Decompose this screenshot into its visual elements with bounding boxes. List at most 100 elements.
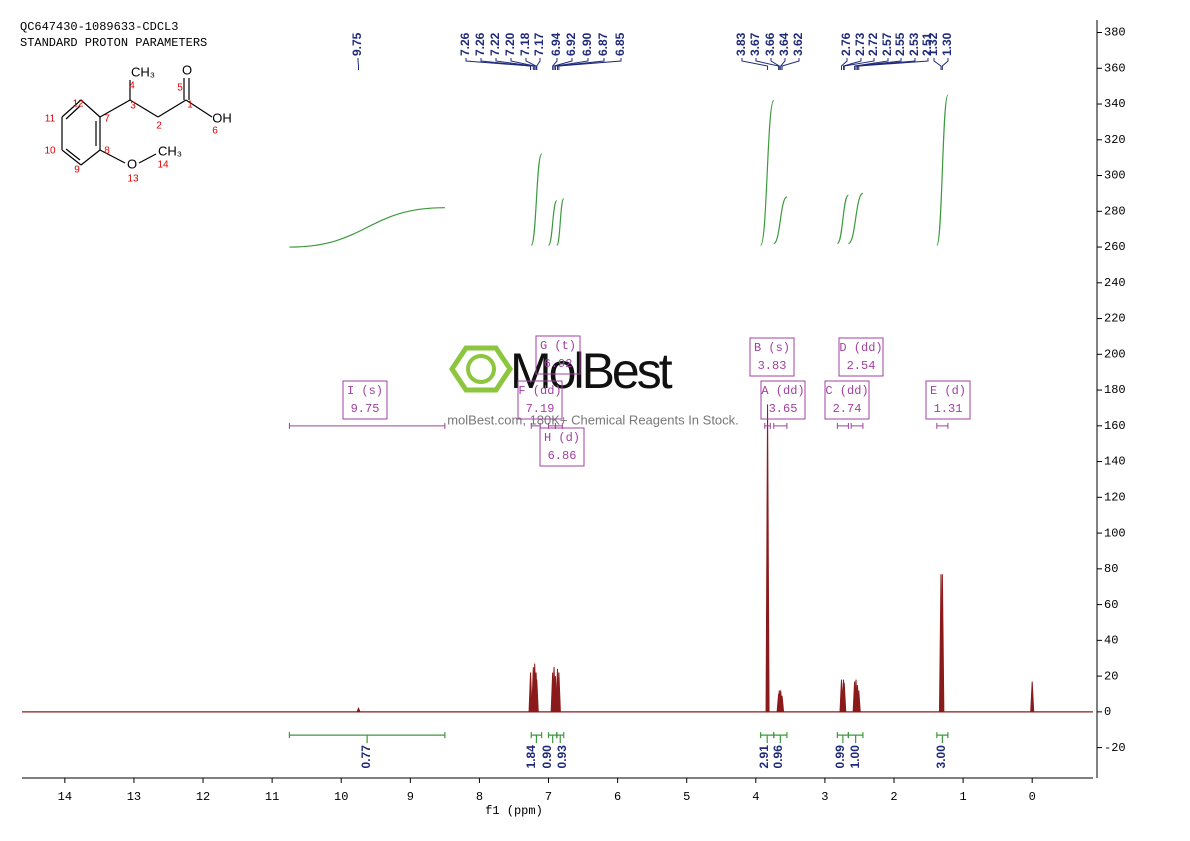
- peak-connector: [858, 58, 929, 70]
- peak: [856, 690, 861, 712]
- molecule: [61, 78, 213, 166]
- peak-label: 7.26: [458, 32, 472, 56]
- atom-label: 10: [44, 146, 56, 157]
- peak-connector: [840, 58, 848, 70]
- peak-label: 7.26: [473, 32, 487, 56]
- integral-label: 0.96: [771, 745, 785, 769]
- bond: [61, 149, 82, 166]
- peak-label: 7.22: [488, 32, 502, 56]
- peak-connector: [941, 58, 949, 70]
- peak-connector: [933, 58, 942, 70]
- peak-label: 7.18: [518, 32, 532, 56]
- peak-connector: [495, 58, 534, 70]
- integral-curve: [836, 194, 849, 245]
- peak-connector: [558, 58, 622, 70]
- bond: [65, 148, 81, 161]
- integral-bracket: [288, 732, 446, 744]
- multiplet-box: [749, 337, 795, 377]
- peak-label: 7.17: [532, 32, 546, 56]
- peak-connector: [480, 58, 532, 70]
- x-axis-label: f1 (ppm): [485, 804, 543, 818]
- peak-label: 2.57: [880, 32, 894, 56]
- y-tick-label: 220: [1104, 312, 1126, 326]
- peak-connector: [781, 58, 800, 70]
- integral-label: 0.99: [833, 745, 847, 769]
- watermark-logo: MolBest: [510, 343, 673, 399]
- integral-label: 0.77: [359, 745, 373, 769]
- multiplet-bracket: [836, 422, 849, 429]
- multiplet-label: F (dd): [518, 384, 561, 398]
- peak-connector: [755, 58, 780, 70]
- peak-connector: [770, 58, 780, 70]
- x-tick-label: 14: [58, 790, 72, 804]
- peak-label: 9.75: [350, 32, 364, 56]
- atom-label: 3: [130, 101, 136, 112]
- integral-label: 0.90: [540, 745, 554, 769]
- x-tick-label: 11: [265, 790, 279, 804]
- atom-label: 14: [157, 160, 169, 171]
- y-tick-label: 20: [1104, 669, 1118, 683]
- bond: [80, 149, 101, 166]
- multiplet-box: [838, 337, 884, 377]
- peak-label: 2.76: [839, 32, 853, 56]
- y-tick-label: 320: [1104, 133, 1126, 147]
- atom-label: 5: [177, 83, 183, 94]
- peak: [765, 404, 770, 712]
- bond: [61, 99, 82, 118]
- bond: [65, 105, 81, 120]
- peak-connector: [554, 58, 589, 70]
- x-tick-label: 4: [752, 790, 759, 804]
- peak-connector: [741, 58, 769, 70]
- atom-label: 6: [212, 126, 218, 137]
- x-tick-label: 5: [683, 790, 690, 804]
- atom-label: 2: [156, 121, 162, 132]
- peak-connector: [557, 58, 605, 70]
- peak: [940, 574, 945, 712]
- peak-connector: [552, 58, 558, 70]
- multiplet-box: [342, 380, 388, 420]
- integral-label: 0.93: [555, 745, 569, 769]
- peak-label: 3.62: [791, 32, 805, 56]
- y-tick-label: 120: [1104, 490, 1126, 504]
- atom-label: 12: [72, 99, 84, 110]
- integral-curve: [530, 153, 543, 246]
- logo-hexagon: [448, 345, 514, 393]
- x-tick-label: 9: [407, 790, 414, 804]
- x-tick-label: 8: [476, 790, 483, 804]
- peak-label: 6.92: [564, 32, 578, 56]
- peak-label: 3.83: [734, 32, 748, 56]
- y-tick-label: 40: [1104, 634, 1118, 648]
- multiplet-box: [517, 380, 563, 420]
- peak-connector: [357, 58, 360, 70]
- y-tick-label: 340: [1104, 97, 1126, 111]
- peak-label: 2.72: [866, 32, 880, 56]
- watermark: MolBest molBest.com, 180K+ Chemical Reag…: [447, 343, 739, 427]
- multiplet-value: 2.74: [833, 402, 862, 416]
- x-tick-label: 6: [614, 790, 621, 804]
- multiplet-bracket: [764, 422, 771, 429]
- x-tick-label: 13: [127, 790, 141, 804]
- peak-connector: [780, 58, 786, 70]
- y-tick-label: 360: [1104, 61, 1126, 75]
- multiplet-box: [824, 380, 870, 420]
- y-tick-label: 100: [1104, 526, 1126, 540]
- chart-subtitle: STANDARD PROTON PARAMETERS: [20, 36, 207, 50]
- x-tick-label: 1: [959, 790, 966, 804]
- peak-label: 2.51: [920, 32, 934, 56]
- x-tick-label: 2: [890, 790, 897, 804]
- atom-label: 13: [127, 174, 139, 185]
- multiplet-label: G (t): [540, 339, 576, 353]
- atom-label: O: [182, 62, 192, 77]
- peak-label: 3.67: [748, 32, 762, 56]
- bond: [99, 149, 126, 164]
- y-tick-label: 300: [1104, 169, 1126, 183]
- peak: [556, 672, 561, 712]
- y-tick-label: 240: [1104, 276, 1126, 290]
- multiplet-value: 6.92: [544, 357, 573, 371]
- y-tick-label: 280: [1104, 204, 1126, 218]
- atom-label: 4: [129, 81, 135, 92]
- multiplet-box: [760, 380, 806, 420]
- atom-label: CH₃: [131, 64, 155, 79]
- peak: [528, 672, 533, 712]
